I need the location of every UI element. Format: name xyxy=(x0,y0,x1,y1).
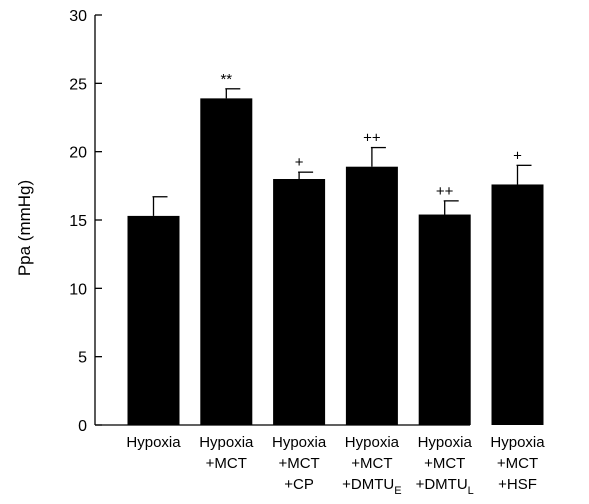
category-label: +MCT xyxy=(278,455,319,472)
significance-marker: ++ xyxy=(436,183,454,200)
category-label: +HSF xyxy=(498,476,537,493)
bar xyxy=(418,214,471,425)
category-label: +MCT xyxy=(206,455,247,472)
y-tick-label: 15 xyxy=(69,213,87,230)
y-tick-label: 30 xyxy=(69,8,87,25)
bar xyxy=(273,179,326,425)
bar xyxy=(200,98,253,425)
category-label: +CP xyxy=(284,476,314,493)
category-label: +MCT xyxy=(424,455,465,472)
significance-marker: ** xyxy=(220,71,232,88)
y-tick-label: 0 xyxy=(78,418,87,435)
significance-marker: + xyxy=(295,154,304,171)
bars: **++++++ xyxy=(127,71,544,425)
category-label: Hypoxia xyxy=(418,434,473,451)
y-tick-label: 20 xyxy=(69,145,87,162)
category-label: Hypoxia xyxy=(272,434,327,451)
category-label: +DMTUL xyxy=(416,476,474,497)
bar xyxy=(127,215,180,425)
category-labels: Hypoxia Hypoxia +MCT Hypoxia +MCT +CP Hypoxia +… xyxy=(126,434,545,497)
significance-marker: + xyxy=(513,147,522,164)
category-label: +MCT xyxy=(497,455,538,472)
category-label: Hypoxia xyxy=(199,434,254,451)
significance-marker: ++ xyxy=(363,130,381,147)
category-label: Hypoxia xyxy=(490,434,545,451)
category-label: +MCT xyxy=(351,455,392,472)
y-tick-label: 5 xyxy=(78,350,87,367)
bar xyxy=(345,166,398,425)
category-label: Hypoxia xyxy=(345,434,400,451)
y-tick-label: 25 xyxy=(69,76,87,93)
y-tick-label: 10 xyxy=(69,281,87,298)
bar xyxy=(491,184,544,425)
y-axis-label: Ppa (mmHg) xyxy=(15,180,34,276)
category-label: Hypoxia xyxy=(126,434,181,451)
category-label: +DMTUE xyxy=(342,476,401,497)
